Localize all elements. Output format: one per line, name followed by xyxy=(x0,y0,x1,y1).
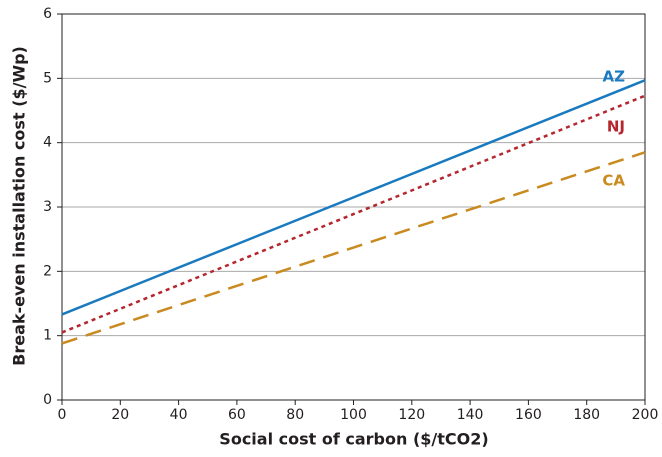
series-label: AZ xyxy=(603,68,626,86)
x-tick-label: 60 xyxy=(228,407,246,423)
series-line xyxy=(61,79,646,316)
series-label: CA xyxy=(602,172,625,190)
x-tick-label: 80 xyxy=(286,407,304,423)
series-label: NJ xyxy=(607,118,625,136)
x-tick-label: 180 xyxy=(573,407,600,423)
y-tick-label: 1 xyxy=(43,328,52,344)
x-tick-label: 0 xyxy=(58,407,67,423)
y-axis-title: Break-even installation cost ($/Wp) xyxy=(10,46,29,366)
y-tick-label: 6 xyxy=(43,6,52,22)
y-tick-label: 3 xyxy=(43,199,52,215)
x-tick-label: 100 xyxy=(340,407,367,423)
y-tick-label: 5 xyxy=(43,70,52,86)
x-tick-label: 20 xyxy=(111,407,129,423)
x-axis-title: Social cost of carbon ($/tCO2) xyxy=(219,430,488,449)
y-tick-label: 0 xyxy=(43,392,52,408)
y-tick-label: 4 xyxy=(43,135,52,151)
x-tick-label: 200 xyxy=(632,407,659,423)
plot-frame xyxy=(61,13,646,401)
x-tick-label: 140 xyxy=(457,407,484,423)
x-tick-label: 160 xyxy=(515,407,542,423)
x-tick-label: 120 xyxy=(398,407,425,423)
y-tick-label: 2 xyxy=(43,263,52,279)
x-tick-label: 40 xyxy=(170,407,188,423)
series-line xyxy=(61,94,646,334)
series-line xyxy=(61,151,646,345)
